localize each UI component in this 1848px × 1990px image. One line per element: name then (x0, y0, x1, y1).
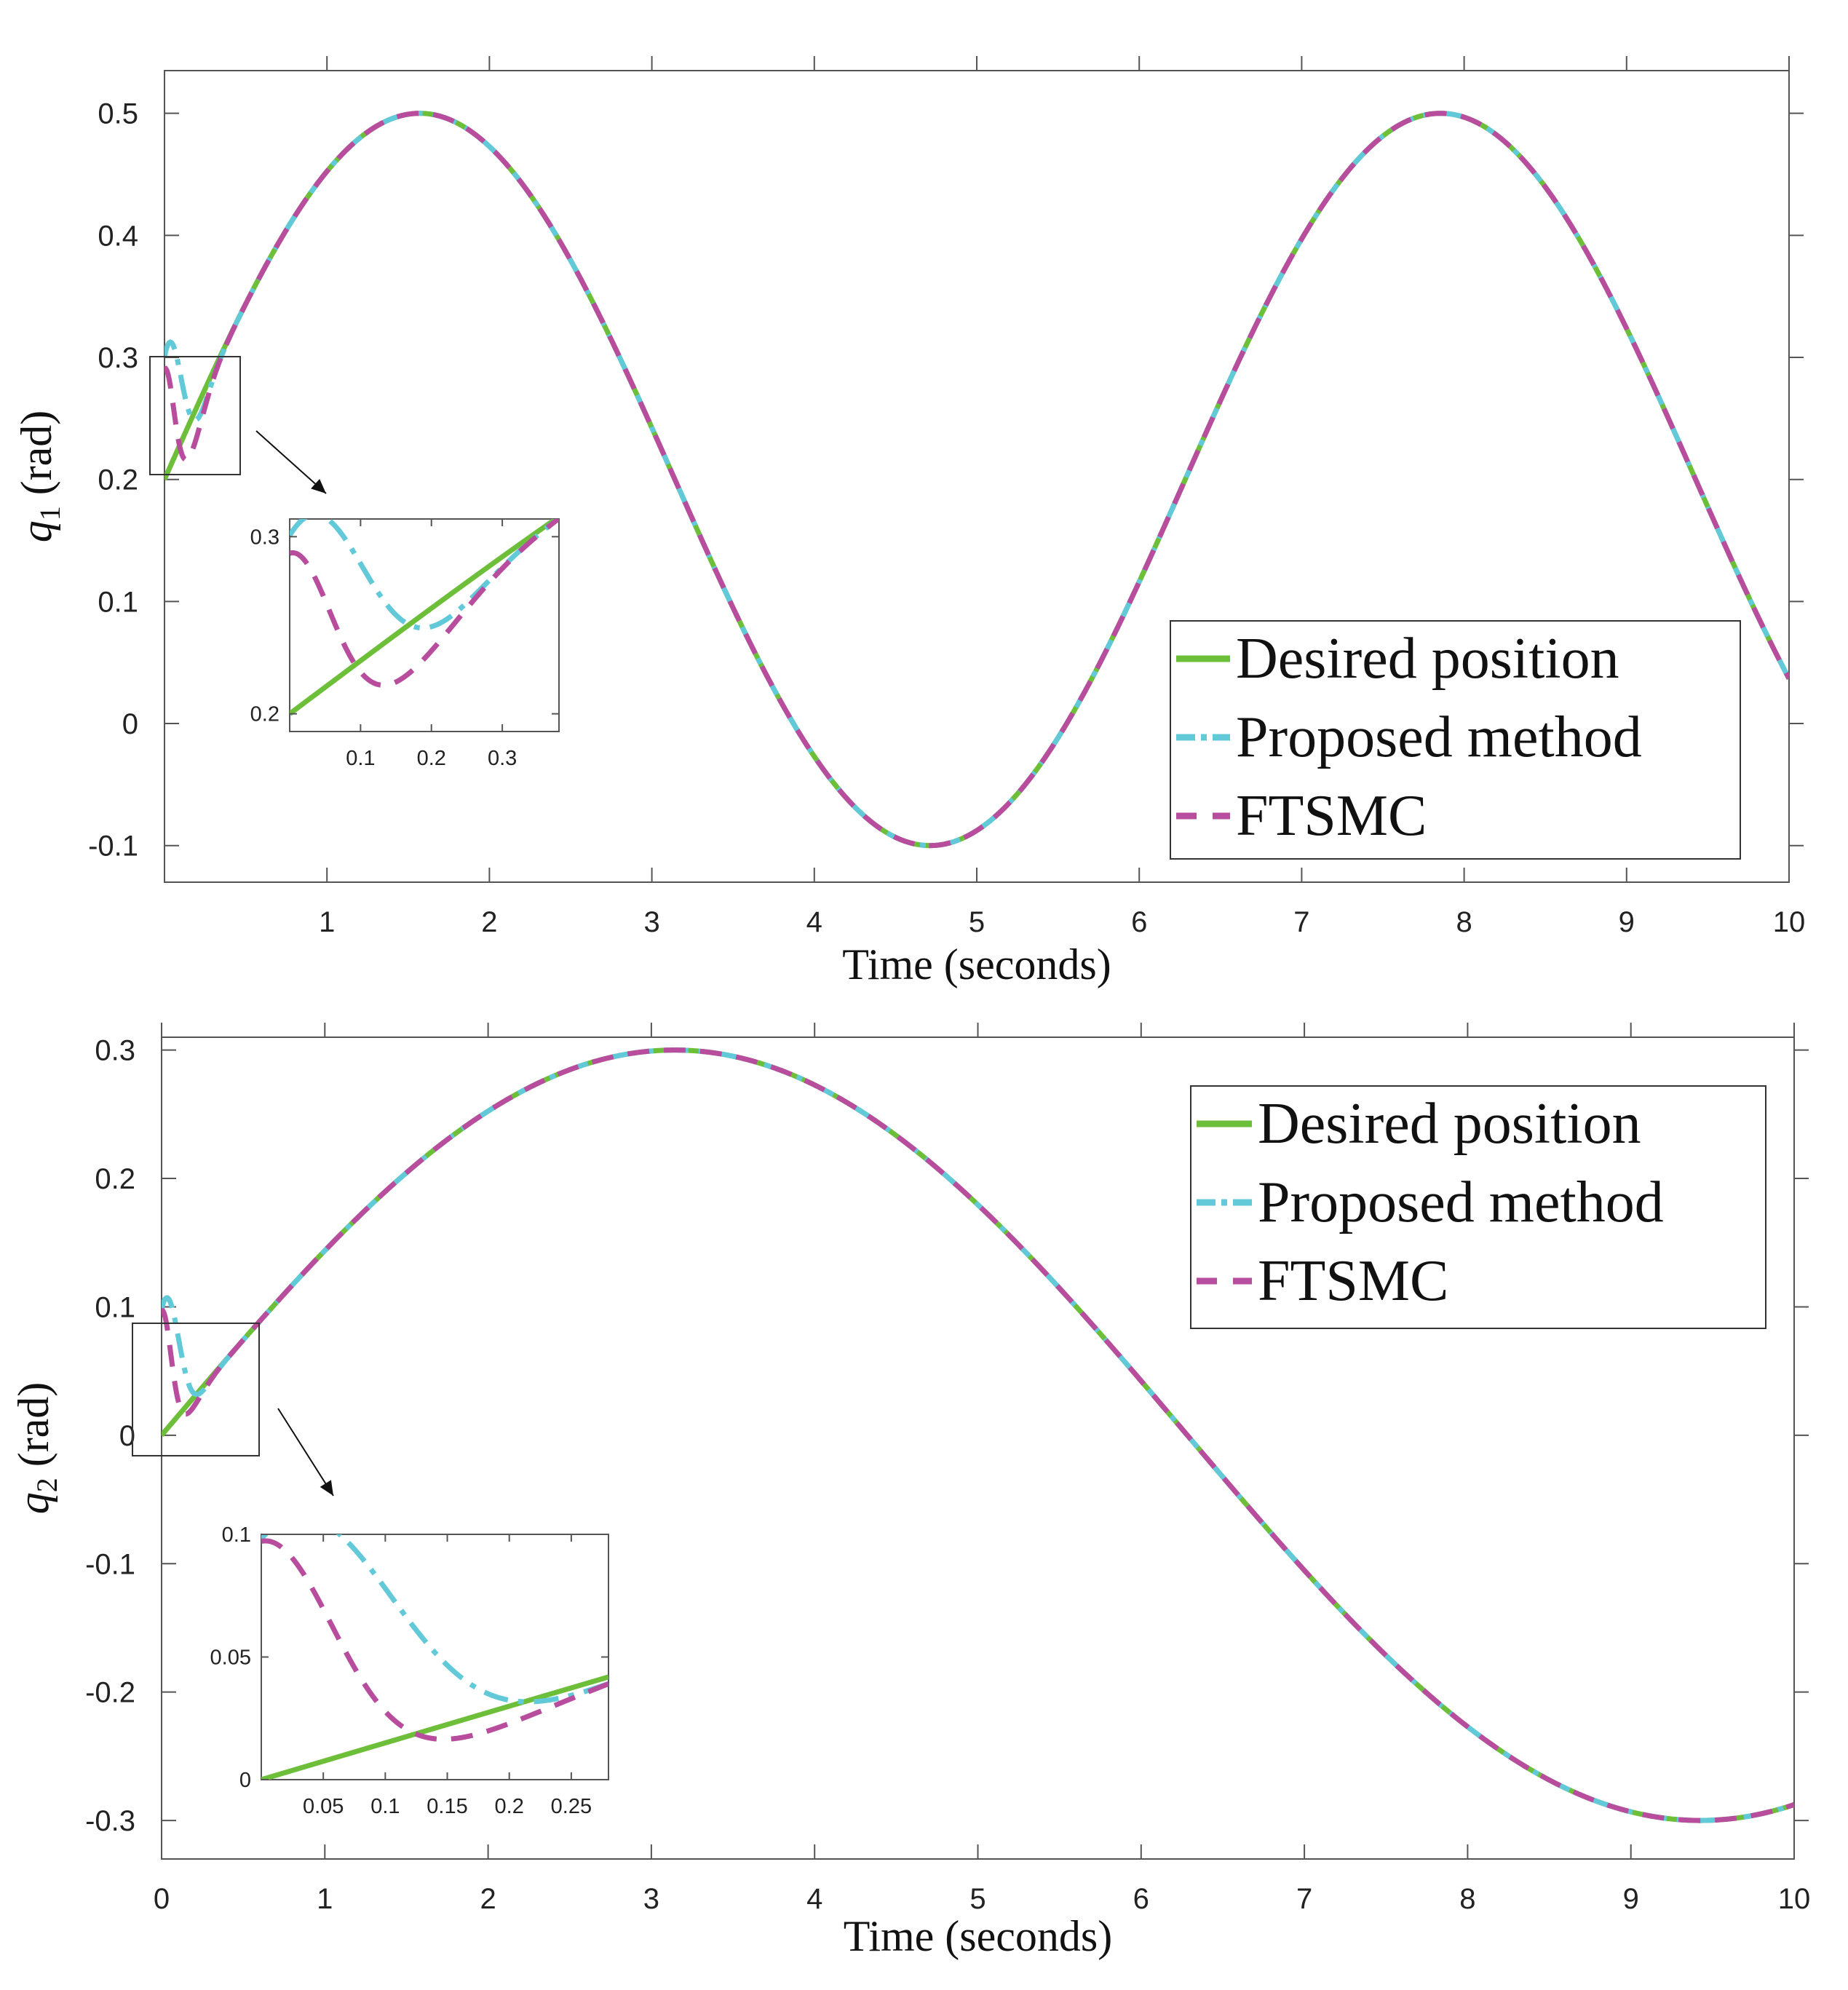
inset-y-tick-label: 0.3 (250, 526, 279, 549)
y-tick-label: 0.2 (98, 464, 138, 496)
legend-proposed-method-label: Proposed method (1236, 705, 1642, 769)
inset-y-tick-label: 0.1 (222, 1523, 251, 1547)
inset-ftsmc-line (290, 519, 559, 688)
x-tick-label: 5 (969, 1883, 986, 1915)
x-tick-label: 4 (806, 1883, 822, 1915)
inset-x-tick-label: 0.05 (303, 1795, 344, 1818)
y-axis-unit: (rad) (9, 1382, 57, 1478)
x-tick-label: 7 (1293, 906, 1309, 938)
x-tick-label: 2 (480, 1883, 496, 1915)
x-axis-label: Time (seconds) (842, 940, 1111, 988)
y-tick-label: 0.1 (95, 1291, 135, 1323)
x-tick-label: 6 (1131, 906, 1147, 938)
y-tick-label: -0.1 (85, 1548, 135, 1580)
y-tick-label: 0.1 (98, 586, 138, 618)
x-tick-label: 8 (1459, 1883, 1475, 1915)
legend-ftsmc-label: FTSMC (1258, 1249, 1448, 1313)
zoom-arrow-head (311, 478, 326, 493)
inset-x-tick-label: 0.1 (370, 1795, 400, 1818)
inset-proposed-method-line (261, 1534, 608, 1705)
y-tick-label: 0.2 (95, 1163, 135, 1195)
legend-proposed-method-label: Proposed method (1258, 1170, 1664, 1234)
x-tick-label: 10 (1773, 906, 1806, 938)
ftsmc-line (162, 1047, 1794, 1823)
y-tick-label: 0.3 (95, 1035, 135, 1067)
legend-ftsmc-label: FTSMC (1236, 784, 1427, 848)
x-tick-label: 6 (1133, 1883, 1149, 1915)
inset-x-tick-label: 0.15 (427, 1795, 467, 1818)
legend-desired-position-label: Desired position (1236, 627, 1619, 691)
y-tick-label: -0.3 (85, 1805, 135, 1837)
ftsmc-line (164, 111, 1789, 849)
inset-x-tick-label: 0.2 (495, 1795, 524, 1818)
y-axis-unit: (rad) (12, 411, 60, 507)
x-tick-label: 4 (806, 906, 822, 938)
inset-y-tick-label: 0.05 (210, 1646, 251, 1670)
x-tick-label: 1 (317, 1883, 333, 1915)
x-tick-label: 5 (969, 906, 985, 938)
x-tick-label: 9 (1619, 906, 1635, 938)
inset-desired-position-line (261, 1674, 608, 1780)
inset-x-tick-label: 0.2 (417, 747, 446, 770)
inset-desired-position-line (290, 519, 559, 716)
x-tick-label: 10 (1778, 1883, 1811, 1915)
y-axis-symbol: q (12, 520, 60, 542)
x-tick-label: 2 (481, 906, 497, 938)
legend-desired-position-label: Desired position (1258, 1092, 1641, 1156)
y-axis-subscript: 1 (33, 506, 66, 520)
legend-box (1190, 1085, 1766, 1329)
y-tick-label: -0.2 (85, 1677, 135, 1709)
zoom-arrow-head (320, 1480, 333, 1496)
zoom-region-box (132, 1323, 260, 1456)
x-tick-label: 9 (1623, 1883, 1639, 1915)
legend-box (1170, 620, 1741, 860)
inset-x-tick-label: 0.1 (346, 747, 375, 770)
x-tick-label: 8 (1456, 906, 1472, 938)
zoom-region-box (149, 356, 241, 475)
zoom-arrow-line (277, 1408, 334, 1497)
x-tick-label: 0 (154, 1883, 170, 1915)
inset-y-tick-label: 0.2 (250, 703, 279, 726)
y-axis-subscript: 2 (31, 1478, 63, 1492)
inset-y-tick-label: 0 (239, 1769, 251, 1792)
zoom-arrow-line (255, 430, 327, 494)
y-tick-label: 0.4 (98, 220, 138, 252)
y-tick-label: 0.3 (98, 342, 138, 374)
inset-x-tick-label: 0.3 (488, 747, 517, 770)
y-tick-label: 0 (122, 708, 138, 740)
x-tick-label: 3 (643, 906, 659, 938)
y-axis-label: q2 (rad) (9, 1382, 63, 1515)
x-tick-label: 3 (643, 1883, 659, 1915)
x-tick-label: 7 (1296, 1883, 1312, 1915)
x-tick-label: 1 (319, 906, 335, 938)
inset-ftsmc-line (261, 1538, 608, 1742)
inset-frame (261, 1534, 609, 1780)
y-axis-symbol: q (9, 1492, 57, 1514)
y-tick-label: 0.5 (98, 98, 138, 130)
q1-chart-panel: 1 2 3 4 5 6 7 8 9 10 -0.1 0 0.1 0.2 0.3 0.4 0.5 Time (sec… (12, 56, 1805, 988)
y-axis-label: q1 (rad) (12, 411, 66, 543)
inset-x-tick-label: 0.25 (551, 1795, 592, 1818)
q2-chart-panel: 0 1 2 3 4 5 6 7 8 9 10 -0.3 -0.2 -0.1 0 0.1 0.2 0.3 Time (… (9, 1023, 1810, 1960)
x-axis-label: Time (seconds) (844, 1912, 1112, 1960)
inset-proposed-method-line (290, 519, 559, 631)
y-tick-label: -0.1 (88, 831, 138, 863)
y-tick-label: 0 (119, 1420, 135, 1452)
